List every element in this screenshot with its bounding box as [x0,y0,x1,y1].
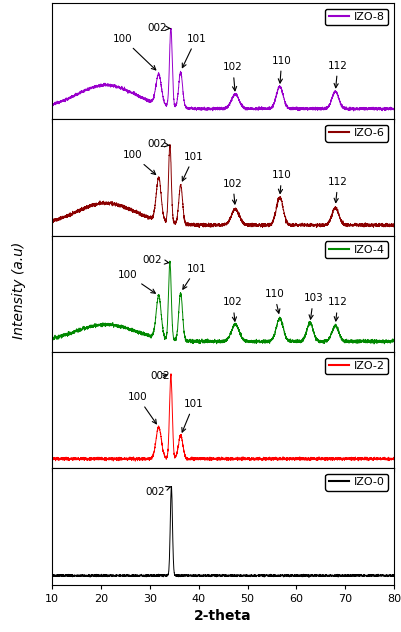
Text: Intensity (a.u): Intensity (a.u) [12,242,26,339]
Text: 100: 100 [118,270,155,293]
Text: 102: 102 [223,298,242,321]
Text: 112: 112 [327,298,347,321]
Legend: IZO-6: IZO-6 [324,125,387,142]
Text: 100: 100 [113,33,155,70]
Text: 002: 002 [150,371,170,381]
Text: 101: 101 [182,152,203,181]
Text: 102: 102 [223,63,242,91]
Text: 100: 100 [128,392,156,424]
Text: 002: 002 [147,139,169,149]
Text: 101: 101 [181,399,203,432]
Legend: IZO-4: IZO-4 [324,241,387,258]
Text: 002: 002 [142,255,168,265]
Text: 002: 002 [147,23,170,33]
Text: 101: 101 [182,264,206,289]
Text: 110: 110 [271,170,291,193]
Text: 110: 110 [264,289,284,313]
Legend: IZO-2: IZO-2 [324,358,387,374]
Legend: IZO-0: IZO-0 [324,474,387,490]
Legend: IZO-8: IZO-8 [324,9,387,25]
Text: 103: 103 [303,293,322,319]
Text: 112: 112 [327,61,347,88]
Text: 101: 101 [182,33,206,68]
Text: 102: 102 [223,179,242,204]
Text: 112: 112 [327,177,347,202]
Text: 002: 002 [145,487,170,497]
X-axis label: 2-theta: 2-theta [194,609,251,623]
Text: 110: 110 [271,56,291,83]
Text: 100: 100 [123,150,155,174]
